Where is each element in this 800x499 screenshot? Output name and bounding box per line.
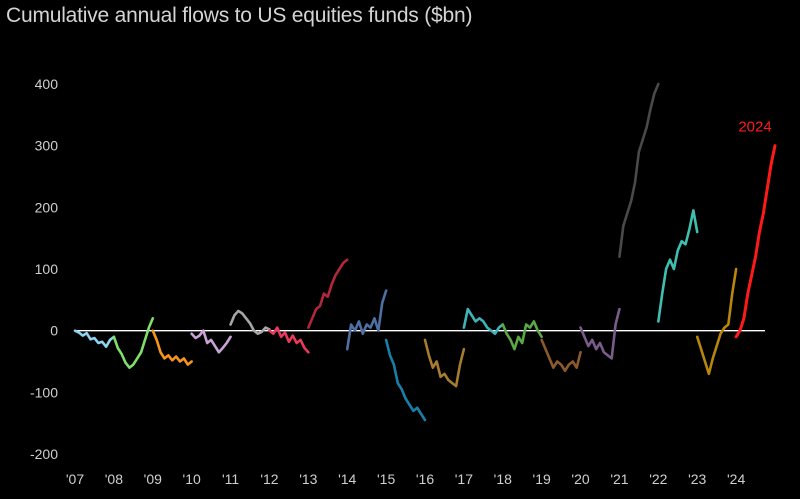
series-line-2015 (384, 338, 427, 422)
series-line-2008 (112, 317, 155, 369)
y-tick-label: -200 (30, 446, 58, 462)
series-line-2011 (229, 309, 271, 336)
x-tick-label: '14 (338, 471, 356, 487)
series-line-2017 (462, 307, 505, 336)
x-tick-label: '15 (377, 471, 395, 487)
x-tick-label: '07 (66, 471, 84, 487)
y-tick-label: 300 (35, 138, 59, 154)
series-line-2007 (73, 329, 116, 349)
x-tick-label: '18 (494, 471, 512, 487)
series-line-2018 (501, 320, 543, 351)
x-tick-label: '21 (610, 471, 628, 487)
x-tick-label: '24 (727, 471, 745, 487)
series-line-2024 (734, 144, 777, 339)
series-line-2020 (579, 307, 621, 360)
series-line-2016 (423, 338, 466, 388)
y-tick-label: -100 (30, 384, 58, 400)
x-tick-label: '23 (688, 471, 706, 487)
x-tick-label: '11 (222, 471, 239, 487)
series-line-2021 (618, 82, 660, 258)
y-axis-ticks: 400 300 200 100 0 -100 -200 (30, 76, 58, 462)
series-line-2023 (695, 267, 738, 376)
series-line-2012 (268, 326, 310, 354)
highlight-label-2024: 2024 (738, 119, 771, 136)
chart-title: Cumulative annual flows to US equities f… (6, 4, 473, 27)
series-line-2014 (345, 289, 388, 351)
x-tick-label: '20 (571, 471, 589, 487)
x-tick-label: '17 (455, 471, 473, 487)
x-tick-label: '12 (260, 471, 278, 487)
y-tick-label: 200 (35, 199, 59, 215)
x-tick-label: '22 (649, 471, 667, 487)
series-line-2009 (151, 329, 193, 366)
x-axis-ticks: '07 '08 '09 '10 '11 '12 '13 '14 '15 '16 '17 '18 '19 '… (66, 471, 746, 487)
series-line-2019 (540, 338, 582, 373)
series-line-2010 (190, 329, 232, 354)
x-tick-label: '19 (533, 471, 551, 487)
y-tick-label: 0 (50, 323, 58, 339)
x-tick-label: '08 (105, 471, 123, 487)
x-tick-label: '13 (299, 471, 317, 487)
x-tick-label: '09 (144, 471, 162, 487)
series-line-2013 (307, 258, 349, 329)
x-tick-label: '10 (183, 471, 201, 487)
series-group (73, 82, 777, 422)
y-tick-label: 100 (35, 261, 59, 277)
series-line-2022 (657, 209, 699, 323)
y-tick-label: 400 (35, 76, 59, 92)
x-tick-label: '16 (416, 471, 434, 487)
